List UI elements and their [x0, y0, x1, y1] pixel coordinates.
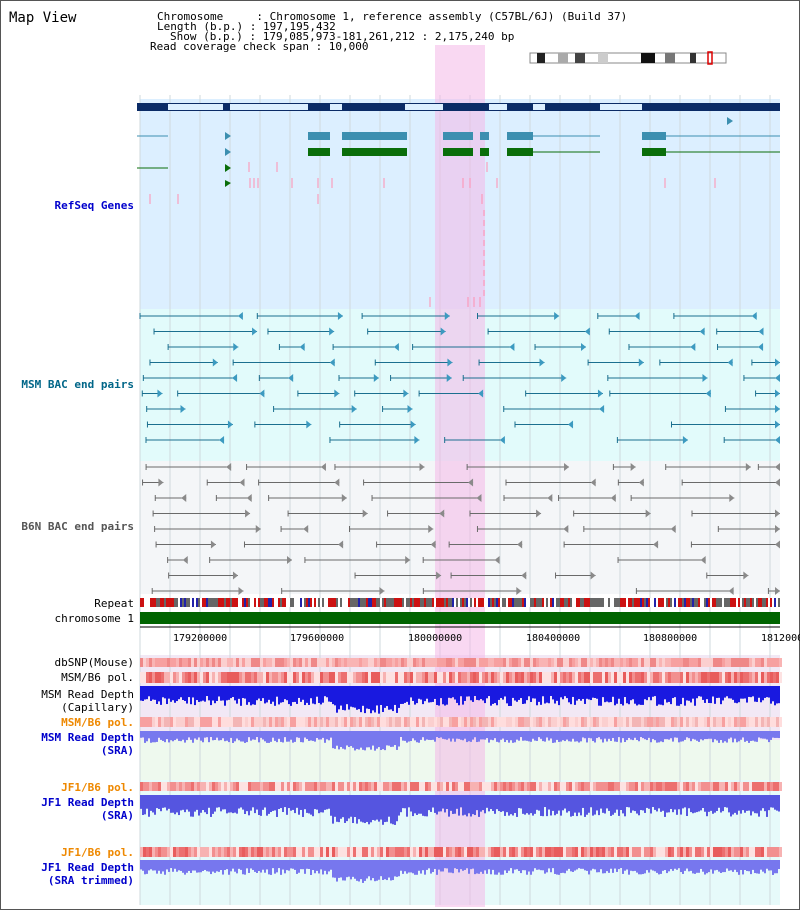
chromosome-bar[interactable] — [140, 612, 780, 624]
repeat-track[interactable] — [140, 598, 780, 607]
axis-tick-label: 180800000 — [643, 633, 698, 644]
jf1-read-depth-sra-label: JF1 Read Depth (SRA) — [41, 796, 134, 822]
grid-lines — [139, 95, 771, 905]
page-title: Map View — [9, 10, 77, 26]
data-tracks[interactable] — [140, 658, 782, 883]
chromosome-ideogram[interactable] — [529, 51, 727, 65]
msm-b6-pol-label: MSM/B6 pol. — [61, 671, 134, 684]
jf1-b6-pol-label: JF1/B6 pol. — [61, 781, 134, 794]
msm-read-depth-sra-label: MSM Read Depth (SRA) — [41, 731, 134, 757]
msm-b6-pol-sra-label: MSM/B6 pol. — [61, 716, 134, 729]
show-range-info: Show (b.p.) : 179,085,973-181,261,212 : … — [170, 30, 515, 43]
axis-tick-label: 181200000 — [761, 633, 800, 644]
selected-region-highlight[interactable] — [435, 45, 485, 907]
axis-tick-label: 179200000 — [173, 633, 228, 644]
refseq-genes-label[interactable]: RefSeq Genes — [54, 199, 134, 212]
refseq-genes[interactable] — [137, 103, 780, 307]
jf1-read-depth-trimmed-label: JF1 Read Depth (SRA trimmed) — [41, 861, 134, 887]
axis-tick-label: 179600000 — [290, 633, 345, 644]
length-info: Length (b.p.) : 197,195,432 — [157, 20, 336, 33]
read-coverage-info: Read coverage check span : 10,000 — [150, 40, 369, 53]
b6n-bac-end-pairs[interactable] — [142, 463, 780, 595]
msm-bac-label[interactable]: MSM BAC end pairs — [21, 378, 134, 391]
chromosome-info: Chromosome : Chromosome 1, reference ass… — [157, 10, 628, 23]
axis-tick-label: 180400000 — [526, 633, 581, 644]
msm-read-depth-capillary-label: MSM Read Depth (Capillary) — [41, 688, 134, 714]
dbsnp-label: dbSNP(Mouse) — [54, 656, 134, 669]
b6n-bac-label[interactable]: B6N BAC end pairs — [21, 520, 134, 533]
chromosome-label: chromosome 1 — [54, 612, 134, 625]
msm-bac-end-pairs[interactable] — [139, 312, 780, 444]
axis-tick-label: 180000000 — [408, 633, 463, 644]
jf1-b6-pol-trim-label: JF1/B6 pol. — [61, 846, 134, 859]
repeat-label: Repeat — [94, 597, 134, 610]
